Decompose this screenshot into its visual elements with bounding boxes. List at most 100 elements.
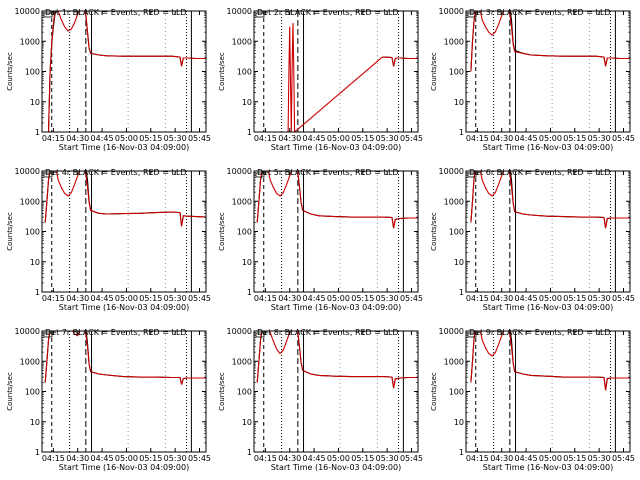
x-tick-label: 05:00: [327, 294, 350, 303]
y-axis-label: Counts/sec: [6, 52, 14, 91]
y-tick-label: 10000: [15, 7, 40, 16]
x-tick-label: 04:15: [42, 454, 65, 463]
y-tick-label: 1000: [444, 357, 464, 366]
series-lld-line: [470, 331, 630, 391]
x-tick-label: 04:45: [515, 134, 538, 143]
series-events-line: [470, 331, 630, 391]
series-lld-line: [470, 11, 630, 72]
y-tick-label: 10: [454, 418, 464, 427]
x-tick-label: 05:45: [612, 134, 635, 143]
plot-frame: [465, 170, 631, 293]
y-tick-label: 10: [454, 98, 464, 107]
plot-frame: [465, 330, 631, 453]
x-tick-label: 05:30: [164, 454, 187, 463]
x-tick-label: 05:15: [139, 454, 162, 463]
x-tick-label: 05:30: [588, 294, 611, 303]
x-tick-label: 05:30: [376, 294, 399, 303]
y-tick-label: 100: [449, 68, 464, 77]
series-lld-line: [256, 171, 418, 229]
x-tick-label: 04:45: [91, 454, 114, 463]
y-tick-label: 1: [459, 288, 464, 297]
x-tick-label: 05:15: [351, 134, 374, 143]
x-tick-label: 04:45: [303, 294, 326, 303]
x-tick-label: 05:15: [351, 294, 374, 303]
y-tick-label: 1: [35, 288, 40, 297]
panel-det-9: 1 10 100 1000 10000 04:15 04:30 04:45 05:00 05:15…: [430, 327, 635, 472]
y-axis-label: Counts/sec: [430, 52, 438, 91]
y-tick-label: 1: [35, 128, 40, 137]
y-tick-label: 10000: [15, 167, 40, 176]
x-tick-label: 05:00: [539, 134, 562, 143]
y-tick-label: 10000: [439, 327, 464, 336]
x-axis-label: Start Time (16-Nov-03 04:09:00): [483, 303, 613, 312]
y-tick-label: 1000: [232, 37, 252, 46]
x-tick-label: 04:15: [466, 294, 489, 303]
x-tick-label: 05:15: [563, 454, 586, 463]
x-tick-label: 05:30: [376, 134, 399, 143]
series-lld-line: [44, 331, 206, 385]
y-tick-label: 100: [237, 68, 252, 77]
y-tick-label: 10000: [15, 327, 40, 336]
panel-det-2: 1 10 100 1000 10000 04:15 04:30 04:45 05:00 05:15…: [218, 7, 423, 152]
panel-title: Det 7r BLACK = Events, RED = LLD: [45, 328, 187, 337]
x-tick-label: 05:30: [588, 134, 611, 143]
x-tick-label: 04:30: [66, 454, 89, 463]
x-tick-label: 05:15: [139, 134, 162, 143]
x-tick-label: 04:30: [278, 454, 301, 463]
x-tick-label: 05:45: [188, 134, 211, 143]
legend-box-icon: [467, 12, 477, 18]
y-tick-label: 10: [30, 418, 40, 427]
x-tick-label: 04:15: [254, 454, 277, 463]
panel-title: Det 8r BLACK = Events, RED = LLD: [257, 328, 399, 337]
x-tick-label: 04:15: [42, 294, 65, 303]
x-axis-label: Start Time (16-Nov-03 04:09:00): [271, 463, 401, 472]
x-tick-label: 04:30: [490, 134, 513, 143]
x-tick-label: 05:00: [539, 454, 562, 463]
panel-title: Det 4r BLACK = Events, RED = LLD: [45, 168, 187, 177]
panel-det-5: 1 10 100 1000 10000 04:15 04:30 04:45 05:00 05:15…: [218, 167, 423, 312]
x-axis-label: Start Time (16-Nov-03 04:09:00): [59, 463, 189, 472]
y-tick-label: 1000: [444, 197, 464, 206]
legend-box-icon: [255, 12, 265, 18]
y-tick-label: 100: [449, 388, 464, 397]
series-events-line: [470, 171, 630, 229]
x-tick-label: 05:30: [164, 134, 187, 143]
x-tick-label: 05:45: [400, 294, 423, 303]
y-axis-label: Counts/sec: [430, 212, 438, 251]
panel-det-6: 1 10 100 1000 10000 04:15 04:30 04:45 05:00 05:15…: [430, 167, 635, 312]
x-tick-label: 05:45: [188, 294, 211, 303]
y-axis-label: Counts/sec: [218, 212, 226, 251]
x-tick-label: 04:15: [42, 134, 65, 143]
legend-box-icon: [43, 12, 53, 18]
x-tick-label: 04:30: [66, 134, 89, 143]
y-tick-label: 10: [242, 258, 252, 267]
y-tick-label: 1: [247, 448, 252, 457]
y-tick-label: 1: [459, 128, 464, 137]
panel-title: Det 1r BLACK = Events, RED = LLD: [45, 8, 187, 17]
plot-frame: [253, 10, 419, 133]
y-axis-label: Counts/sec: [6, 372, 14, 411]
x-tick-label: 04:45: [515, 294, 538, 303]
y-tick-label: 1000: [20, 357, 40, 366]
plot-frame: [41, 170, 207, 293]
x-tick-label: 04:45: [303, 454, 326, 463]
x-axis-label: Start Time (16-Nov-03 04:09:00): [59, 303, 189, 312]
plot-frame: [253, 170, 419, 293]
x-tick-label: 05:45: [188, 454, 211, 463]
panel-det-8: 1 10 100 1000 10000 04:15 04:30 04:45 05:00 05:15…: [218, 327, 423, 472]
x-tick-label: 05:15: [563, 294, 586, 303]
x-tick-label: 04:30: [490, 454, 513, 463]
x-tick-label: 05:15: [351, 454, 374, 463]
x-axis-label: Start Time (16-Nov-03 04:09:00): [271, 143, 401, 152]
plot-frame: [41, 330, 207, 453]
y-tick-label: 100: [449, 228, 464, 237]
panel-det-1: 1 10 100 1000 10000 04:15 04:30 04:45 05:00 05:15…: [6, 7, 211, 152]
y-tick-label: 10: [454, 258, 464, 267]
x-tick-label: 05:00: [327, 454, 350, 463]
y-tick-label: 10000: [227, 7, 252, 16]
panel-title: Det 3r BLACK = Events, RED = LLD: [469, 8, 611, 17]
y-tick-label: 1000: [444, 37, 464, 46]
x-tick-label: 04:30: [490, 294, 513, 303]
x-tick-label: 05:30: [376, 454, 399, 463]
